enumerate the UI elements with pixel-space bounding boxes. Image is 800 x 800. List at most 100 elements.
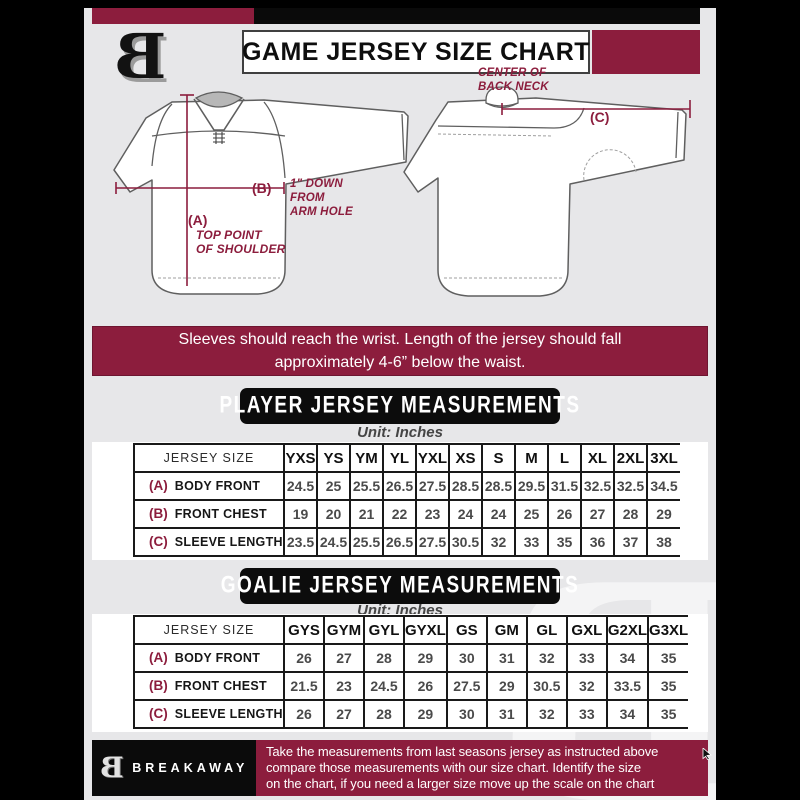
measurement-value-cell: 32 [565, 671, 608, 701]
measurement-value-cell: 31.5 [547, 471, 582, 501]
measurement-value-cell: 36 [580, 527, 615, 557]
size-column-header: G3XL [647, 615, 689, 645]
size-column-header: GL [525, 615, 568, 645]
goalie-section-title-text: GOALIE JERSEY MEASUREMENTS [220, 572, 580, 599]
fit-note-line2: approximately 4-6” below the waist. [274, 354, 526, 371]
measurement-value-cell: 29 [403, 643, 448, 673]
row-key: (C) [149, 706, 168, 721]
top-accent-maroon [92, 8, 254, 24]
measurement-value-cell: 21 [349, 499, 384, 529]
measurement-value-cell: 32.5 [580, 471, 615, 501]
footer-note-line1: Take the measurements from last seasons … [266, 744, 659, 759]
top-accent-black [254, 8, 700, 24]
fit-note-banner: Sleeves should reach the wrist. Length o… [92, 326, 708, 376]
measurement-value-cell: 35 [647, 699, 689, 729]
measurement-value-cell: 28 [363, 699, 405, 729]
size-column-header: GS [445, 615, 488, 645]
table-row: (B) FRONT CHEST 19 20 21 22 23 24 24 25 26 27 28 29 [133, 499, 680, 529]
measurement-value-cell: 32 [525, 699, 568, 729]
measurement-value-cell: 31 [485, 643, 528, 673]
center-back-neck-label: CENTER OF BACK NECK [478, 66, 549, 94]
player-section-title-text: PLAYER JERSEY MEASUREMENTS [219, 392, 581, 419]
measurement-value-cell: 35 [547, 527, 582, 557]
size-column-header: L [547, 443, 582, 473]
measure-b-line2: FROM [290, 192, 325, 204]
row-label-cell: (C) SLEEVE LENGTH [133, 527, 285, 557]
measurement-value-cell: 23.5 [283, 527, 318, 557]
measurement-value-cell: 25.5 [349, 471, 384, 501]
footer-note-line2: compare those measurements with our size… [266, 760, 642, 775]
player-table-strip: JERSEY SIZE YXS YS YM YL YXL XS S M L XL 2XL 3XL (A) B… [92, 442, 708, 560]
size-column-header: GM [485, 615, 528, 645]
measurement-value-cell: 24 [481, 499, 516, 529]
size-column-header: 3XL [646, 443, 680, 473]
measurement-value-cell: 32 [481, 527, 516, 557]
size-column-header: G2XL [605, 615, 650, 645]
measurement-value-cell: 26 [403, 671, 448, 701]
measurement-value-cell: 33 [565, 699, 608, 729]
jersey-size-header: JERSEY SIZE [133, 443, 285, 473]
size-column-header: GYM [323, 615, 365, 645]
breakaway-logo-small-icon: B [99, 751, 124, 784]
measurement-value-cell: 24 [448, 499, 483, 529]
front-lace-icon [213, 132, 225, 144]
size-column-header: YS [316, 443, 351, 473]
row-name: SLEEVE LENGTH [174, 707, 283, 721]
measure-b-label: 1" DOWN FROM ARM HOLE [290, 177, 353, 219]
size-column-header: YXS [283, 443, 318, 473]
measurement-value-cell: 31 [485, 699, 528, 729]
size-column-header: GYS [283, 615, 325, 645]
measurement-value-cell: 22 [382, 499, 417, 529]
player-unit-label: Unit: Inches [357, 424, 443, 441]
measurement-value-cell: 26.5 [382, 527, 417, 557]
row-key: (A) [149, 478, 168, 493]
measurement-value-cell: 35 [647, 671, 689, 701]
jersey-size-header: JERSEY SIZE [133, 615, 285, 645]
measurement-value-cell: 29 [646, 499, 680, 529]
measure-a-line1: TOP POINT [196, 228, 262, 242]
measurement-value-cell: 25.5 [349, 527, 384, 557]
size-chart-page: B B GAME JERSEY SIZE CHART [84, 8, 716, 800]
measurement-value-cell: 30.5 [448, 527, 483, 557]
measurement-value-cell: 26 [283, 643, 325, 673]
measurement-value-cell: 28.5 [481, 471, 516, 501]
size-column-header: S [481, 443, 516, 473]
measurement-lines [115, 94, 691, 286]
measurement-value-cell: 29.5 [514, 471, 549, 501]
measurement-value-cell: 38 [646, 527, 680, 557]
measurement-value-cell: 30 [445, 643, 488, 673]
measure-b-line1: 1" DOWN [290, 178, 343, 190]
table-row: (A) BODY FRONT 24.5 25 25.5 26.5 27.5 28.5 28.5 2… [133, 471, 680, 501]
center-back-neck-line2: BACK NECK [478, 81, 549, 93]
measure-a-key: (A) [188, 212, 208, 228]
row-label-cell: (B) FRONT CHEST [133, 671, 285, 701]
measurement-value-cell: 32 [525, 643, 568, 673]
measurement-value-cell: 26 [547, 499, 582, 529]
row-key: (B) [149, 678, 168, 693]
jersey-diagrams [113, 86, 691, 297]
size-column-header: 2XL [613, 443, 648, 473]
measurement-value-cell: 35 [647, 643, 689, 673]
measure-a-line2: OF SHOULDER [196, 242, 286, 256]
row-key: (C) [149, 534, 168, 549]
center-back-neck-line1: CENTER OF [478, 67, 547, 79]
measurement-value-cell: 27.5 [415, 527, 450, 557]
footer: B BREAKAWAY Take the measurements from l… [92, 740, 708, 796]
measurement-value-cell: 29 [485, 671, 528, 701]
measurement-value-cell: 23 [415, 499, 450, 529]
row-label-cell: (C) SLEEVE LENGTH [133, 699, 285, 729]
size-column-header: XS [448, 443, 483, 473]
goalie-table-strip: JERSEY SIZE GYS GYM GYL GYXL GS GM GL GXL G2XL G3X… [92, 614, 708, 732]
measurement-value-cell: 33.5 [605, 671, 650, 701]
top-accent-bar [92, 8, 700, 24]
size-column-header: XL [580, 443, 615, 473]
measurement-value-cell: 24.5 [363, 671, 405, 701]
measurement-value-cell: 28 [363, 643, 405, 673]
measurement-value-cell: 23 [323, 671, 365, 701]
row-key: (A) [149, 650, 168, 665]
size-column-header: YXL [415, 443, 450, 473]
measurement-value-cell: 29 [403, 699, 448, 729]
measurement-value-cell: 34 [605, 699, 650, 729]
front-collar-inner [194, 91, 244, 108]
measure-b-key: (B) [252, 180, 272, 196]
